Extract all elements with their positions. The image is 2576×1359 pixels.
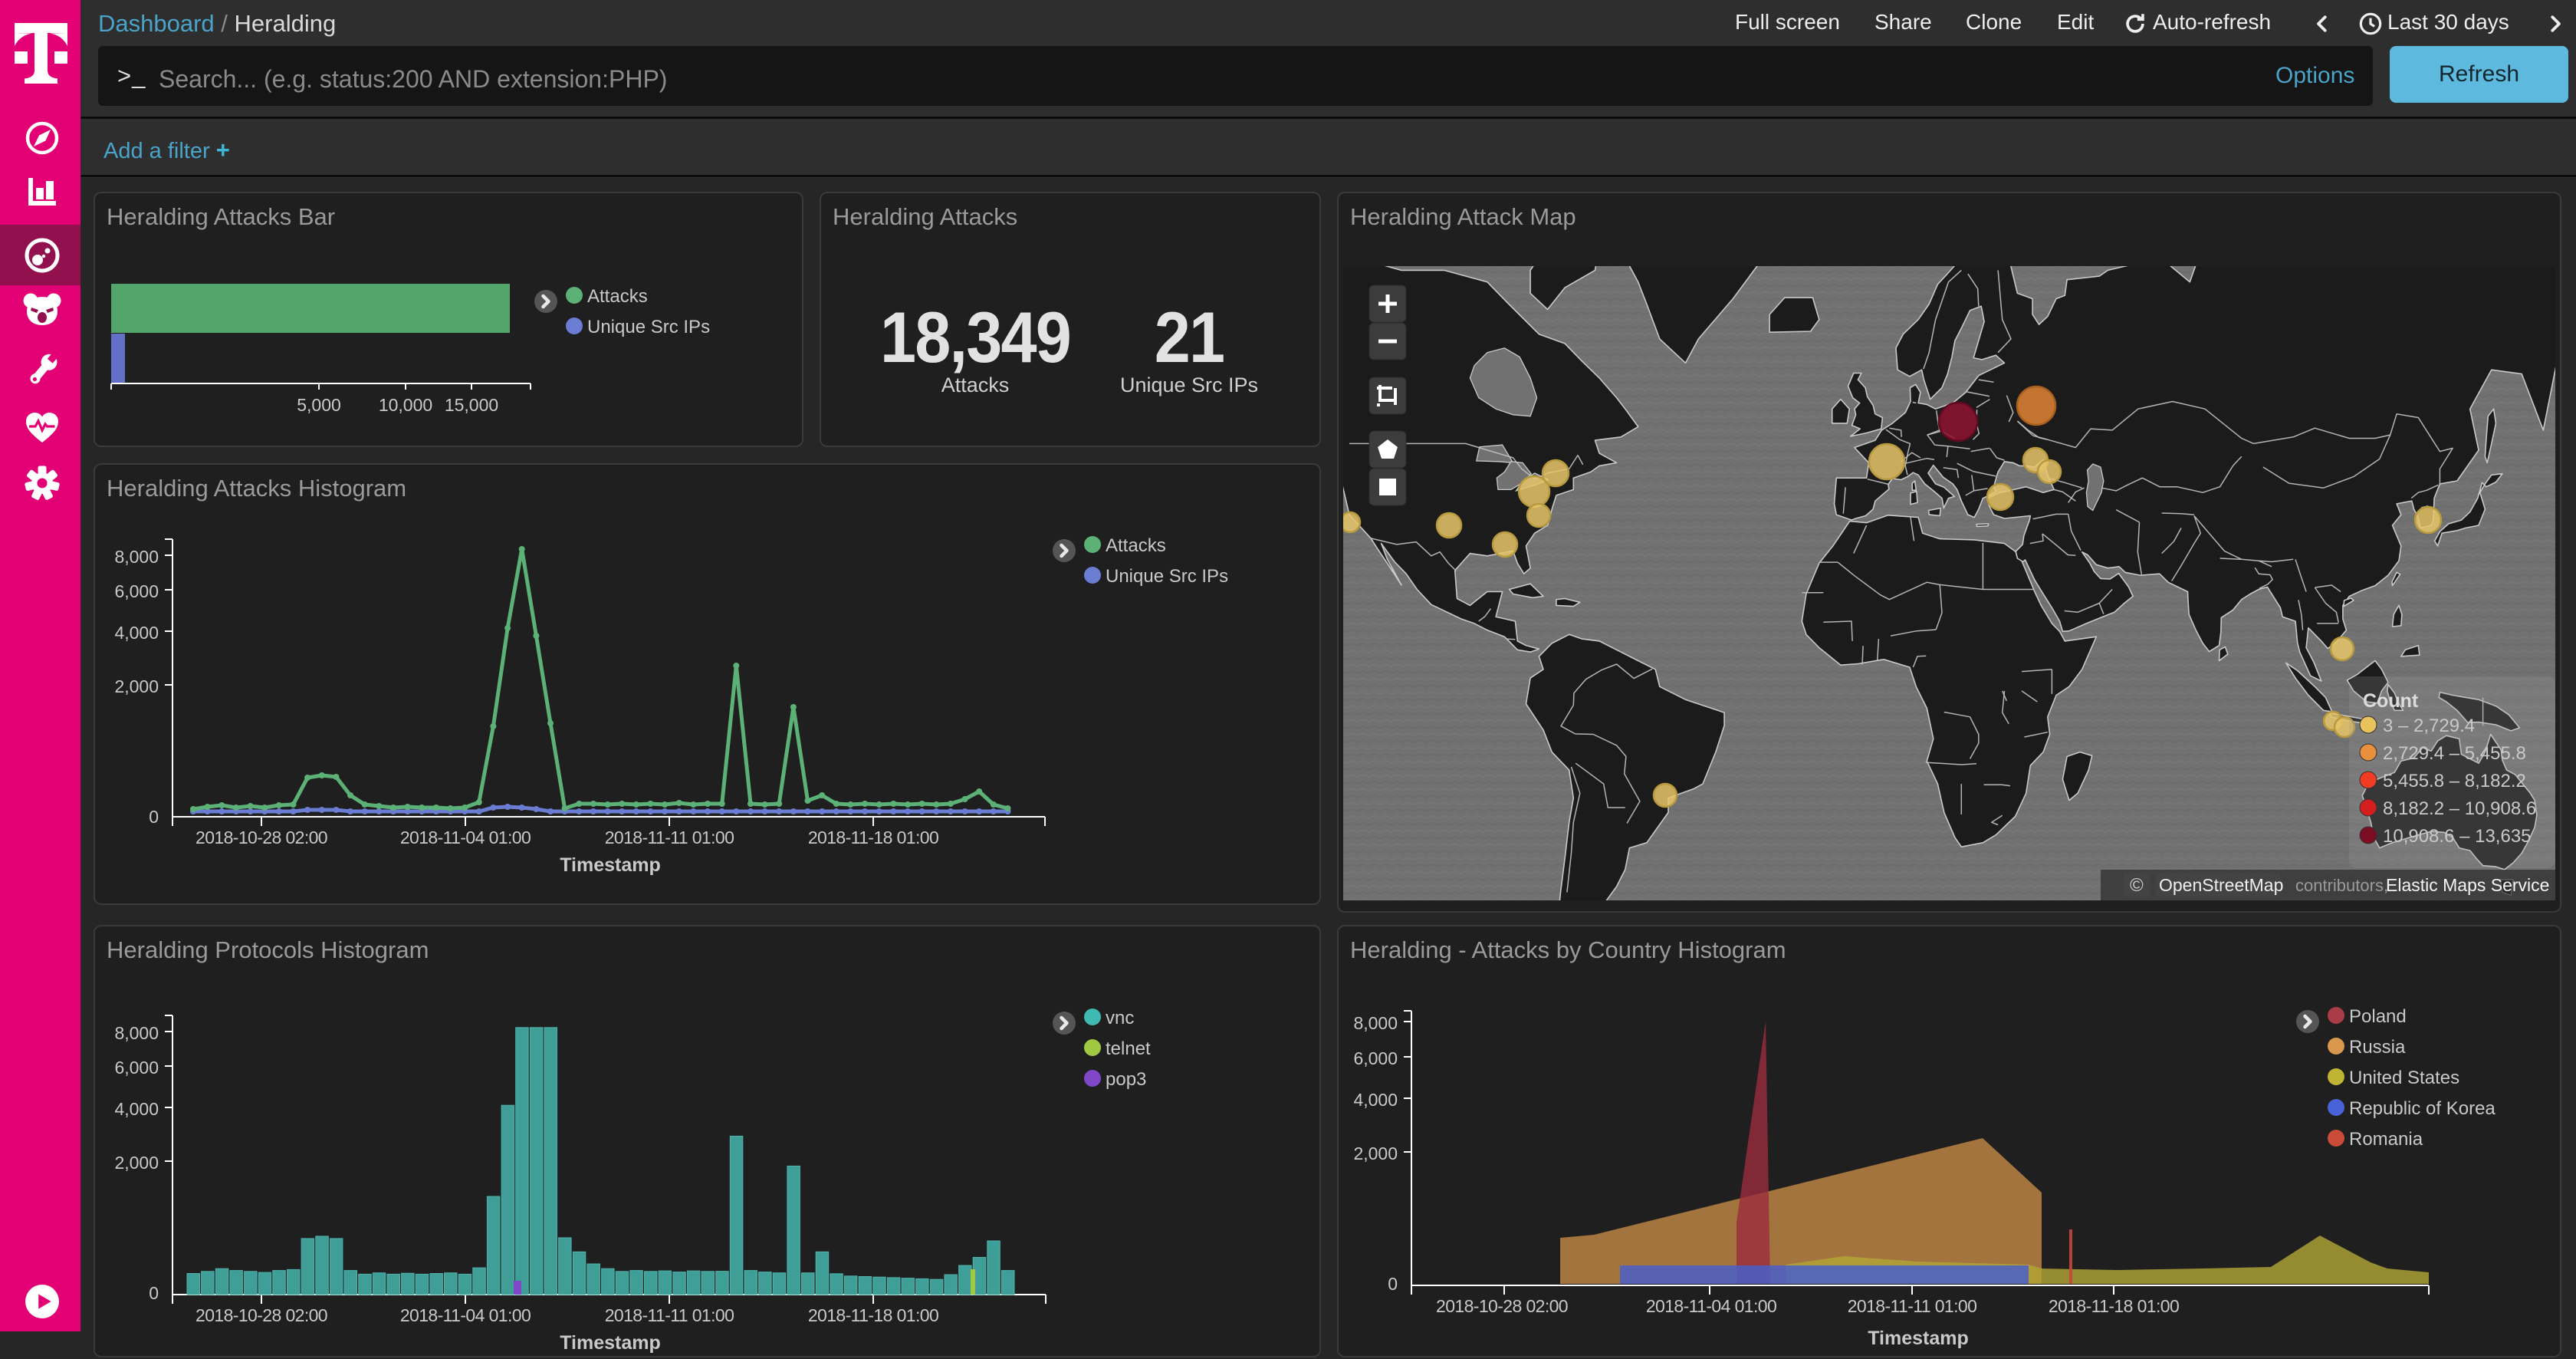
svg-text:2018-11-11 01:00: 2018-11-11 01:00 <box>605 828 734 847</box>
svg-text:Count: Count <box>2363 690 2419 712</box>
svg-text:2018-10-28 02:00: 2018-10-28 02:00 <box>1436 1296 1568 1316</box>
svg-text:2018-11-04 01:00: 2018-11-04 01:00 <box>1646 1296 1776 1316</box>
svg-text:United States: United States <box>2349 1068 2459 1088</box>
svg-text:Unique Src IPs: Unique Src IPs <box>1106 566 1228 587</box>
svg-text:4,000: 4,000 <box>114 1099 159 1119</box>
svg-text:Unique Src IPs: Unique Src IPs <box>587 317 710 337</box>
svg-text:2018-11-18 01:00: 2018-11-18 01:00 <box>808 828 938 847</box>
svg-text:4,000: 4,000 <box>114 623 159 643</box>
svg-text:5,000: 5,000 <box>297 395 341 415</box>
svg-text:Timestamp: Timestamp <box>560 854 661 876</box>
svg-text:8,000: 8,000 <box>1353 1013 1398 1033</box>
svg-text:Attacks: Attacks <box>1106 535 1166 556</box>
svg-text:pop3: pop3 <box>1106 1069 1146 1090</box>
svg-text:10,908.6 – 13,635: 10,908.6 – 13,635 <box>2383 826 2532 847</box>
svg-text:Russia: Russia <box>2349 1037 2406 1058</box>
svg-text:2018-11-18 01:00: 2018-11-18 01:00 <box>2049 1296 2179 1316</box>
svg-text:8,000: 8,000 <box>114 547 159 567</box>
svg-text:2018-11-04 01:00: 2018-11-04 01:00 <box>400 828 531 847</box>
svg-text:OpenStreetMap: OpenStreetMap <box>2159 875 2283 895</box>
svg-text:Republic of Korea: Republic of Korea <box>2349 1098 2496 1119</box>
svg-text:8,182.2 – 10,908.6: 8,182.2 – 10,908.6 <box>2383 798 2536 819</box>
svg-text:Elastic Maps Service: Elastic Maps Service <box>2386 875 2549 895</box>
svg-text:2018-10-28 02:00: 2018-10-28 02:00 <box>196 1305 327 1325</box>
svg-text:2,000: 2,000 <box>114 1153 159 1173</box>
svg-text:Timestamp: Timestamp <box>560 1332 661 1354</box>
svg-text:0: 0 <box>149 807 159 827</box>
svg-text:vnc: vnc <box>1106 1008 1134 1028</box>
svg-text:Attacks: Attacks <box>587 286 648 307</box>
svg-text:5,455.8 – 8,182.2: 5,455.8 – 8,182.2 <box>2383 771 2526 791</box>
svg-text:2,000: 2,000 <box>114 676 159 696</box>
svg-text:contributors,: contributors, <box>2295 876 2388 895</box>
svg-text:2018-11-11 01:00: 2018-11-11 01:00 <box>605 1305 734 1325</box>
svg-text:3 – 2,729.4: 3 – 2,729.4 <box>2383 716 2475 736</box>
svg-text:6,000: 6,000 <box>1353 1048 1398 1068</box>
svg-text:0: 0 <box>1388 1274 1398 1294</box>
svg-text:2018-11-04 01:00: 2018-11-04 01:00 <box>400 1305 531 1325</box>
svg-text:telnet: telnet <box>1106 1038 1151 1059</box>
svg-text:2018-10-28 02:00: 2018-10-28 02:00 <box>196 828 327 847</box>
svg-text:2,000: 2,000 <box>1353 1143 1398 1163</box>
svg-text:6,000: 6,000 <box>114 1058 159 1078</box>
svg-text:Poland: Poland <box>2349 1006 2407 1027</box>
svg-text:10,000: 10,000 <box>379 395 432 415</box>
svg-text:2018-11-11 01:00: 2018-11-11 01:00 <box>1848 1296 1977 1316</box>
svg-text:15,000: 15,000 <box>445 395 498 415</box>
svg-text:2018-11-18 01:00: 2018-11-18 01:00 <box>808 1305 938 1325</box>
svg-text:2,729.4 – 5,455.8: 2,729.4 – 5,455.8 <box>2383 743 2526 764</box>
svg-text:Romania: Romania <box>2349 1129 2423 1150</box>
svg-text:Timestamp: Timestamp <box>1868 1328 1969 1349</box>
svg-text:0: 0 <box>149 1283 159 1303</box>
svg-text:6,000: 6,000 <box>114 581 159 601</box>
svg-text:©: © <box>2130 875 2144 896</box>
svg-text:8,000: 8,000 <box>114 1023 159 1043</box>
svg-text:4,000: 4,000 <box>1353 1090 1398 1110</box>
